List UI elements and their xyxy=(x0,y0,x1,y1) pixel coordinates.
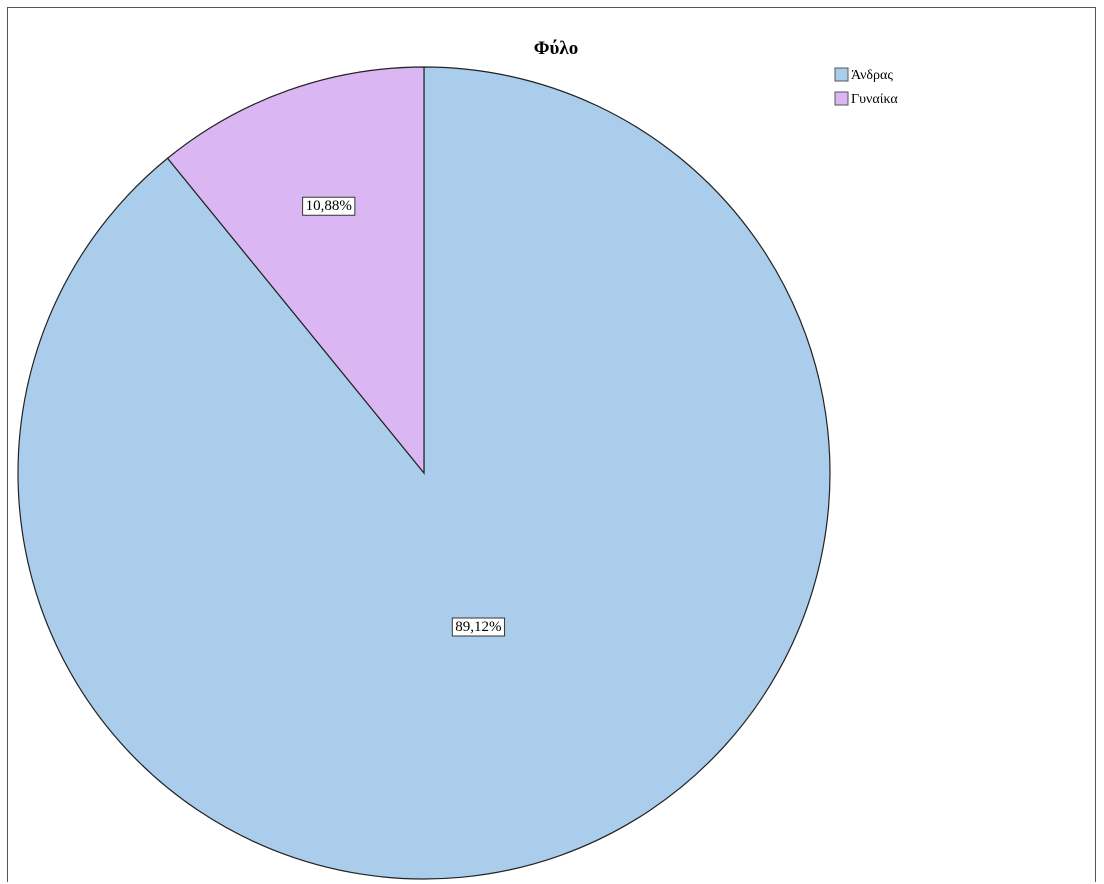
chart-title: Φύλο xyxy=(534,38,578,59)
data-label-male-text: 89,12% xyxy=(455,619,501,635)
data-label-male-box xyxy=(451,617,506,637)
legend-item-male: Άνδρας xyxy=(834,67,893,83)
pie-chart: Φύλο 89,12% 10,88% Άνδρας Γυναίκα xyxy=(17,38,898,880)
legend-item-female: Γυναίκα xyxy=(834,91,898,107)
pie-slices xyxy=(17,66,831,880)
pie-slice-female xyxy=(166,66,425,475)
legend-label-male: Άνδρας xyxy=(851,68,893,83)
legend-label-female: Γυναίκα xyxy=(851,92,898,107)
legend-swatch-male xyxy=(834,67,849,82)
pie-data-labels: 89,12% 10,88% xyxy=(302,196,506,637)
data-label-male: 89,12% xyxy=(451,617,506,637)
data-label-female-text: 10,88% xyxy=(306,198,352,214)
data-label-female-box xyxy=(302,196,356,216)
legend-swatch-female xyxy=(834,91,849,106)
chart-legend: Άνδρας Γυναίκα xyxy=(834,67,898,107)
chart-frame: Φύλο 89,12% 10,88% Άνδρας Γυναίκα xyxy=(7,7,1096,882)
data-label-female: 10,88% xyxy=(302,196,356,216)
